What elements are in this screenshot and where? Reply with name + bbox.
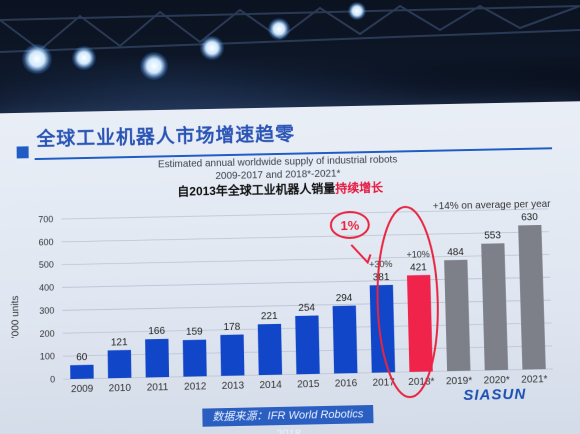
gridline	[62, 277, 550, 287]
x-tick-label: 2011	[147, 382, 169, 394]
stage-light	[72, 46, 96, 70]
stage-light	[140, 52, 168, 80]
data-label: 221	[261, 311, 278, 322]
gridline	[62, 254, 550, 264]
x-tick-label: 2019*	[446, 376, 473, 388]
bar	[407, 275, 433, 372]
data-label: 121	[111, 337, 128, 348]
cn-subtitle-emphasis: 持续增长	[335, 180, 383, 196]
stage-light	[268, 18, 290, 40]
y-axis-label: '000 units	[10, 295, 21, 338]
data-label: 421	[410, 262, 427, 273]
stage-light	[22, 44, 52, 74]
data-label: 553	[484, 230, 501, 241]
data-label: 630	[521, 212, 538, 223]
chart-cn-subtitle: 自2013年全球工业机器人销量持续增长	[177, 180, 383, 199]
bar	[220, 334, 244, 375]
y-tick-label: 300	[39, 305, 54, 315]
bar	[444, 260, 470, 371]
bar	[481, 243, 508, 370]
x-tick-label: 2014	[259, 380, 282, 392]
y-ticks: 0 100 200 300 400 500 600 700	[38, 214, 55, 385]
x-tick-label: 2013	[222, 380, 245, 392]
bar	[70, 365, 94, 379]
bar	[518, 225, 546, 370]
data-label: 484	[447, 247, 464, 258]
siasun-logo: SIASUN	[463, 386, 526, 404]
source-note: 数据来源：IFR World Robotics 2018	[202, 405, 373, 427]
x-tick-label: 2010	[109, 383, 132, 395]
y-tick-label: 600	[39, 237, 54, 247]
highlight-label: 1%	[340, 218, 360, 233]
bar	[183, 340, 207, 377]
presentation-slide: 全球工业机器人市场增速趋零 Estimated annual worldwide…	[0, 101, 580, 434]
y-tick-label: 500	[39, 260, 54, 270]
x-tick-label: 2016	[335, 378, 358, 390]
bar	[295, 315, 320, 374]
highlight-callout-arrow	[351, 244, 370, 262]
data-label: 381	[373, 272, 390, 283]
bar	[108, 350, 132, 378]
x-tick-label: 2009	[71, 384, 94, 396]
data-label: 166	[148, 326, 165, 337]
annotation: +30%	[369, 259, 392, 270]
data-label: 178	[223, 321, 240, 332]
truss-lines	[0, 0, 580, 90]
data-label: 159	[186, 327, 203, 338]
chart-subtitle: 2009-2017 and 2018*-2021*	[215, 169, 340, 183]
x-tick-label: 2012	[184, 381, 207, 393]
y-tick-label: 400	[39, 283, 54, 293]
x-tick-label: 2015	[297, 379, 320, 391]
x-tick-label: 2021*	[521, 374, 548, 386]
stage-truss	[0, 0, 580, 90]
x-tick-label: 2020*	[483, 375, 510, 387]
bar	[145, 339, 169, 378]
stage-light	[200, 36, 224, 60]
annotation: +10%	[406, 249, 430, 259]
chart-title: Estimated annual worldwide supply of ind…	[158, 154, 398, 170]
y-tick-label: 100	[40, 351, 55, 361]
stage-light	[348, 2, 366, 20]
y-tick-label: 700	[38, 214, 53, 224]
annotation: +14% on average per year	[433, 199, 552, 212]
y-tick-label: 200	[40, 328, 55, 338]
data-label: 294	[336, 293, 353, 304]
gridline	[62, 232, 549, 242]
y-tick-label: 0	[50, 374, 55, 384]
bar	[333, 306, 358, 374]
bar-chart: Estimated annual worldwide supply of ind…	[0, 101, 580, 434]
data-label: 60	[76, 352, 88, 363]
data-label: 254	[298, 303, 315, 314]
bar	[258, 324, 282, 375]
cn-subtitle-main: 自2013年全球工业机器人销量	[177, 181, 335, 199]
bar	[370, 285, 395, 373]
x-tick-label: 2018*	[408, 376, 435, 388]
